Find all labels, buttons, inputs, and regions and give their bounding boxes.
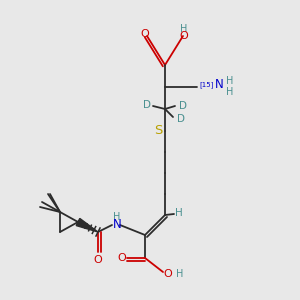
Text: H: H [113,212,121,222]
Text: O: O [180,31,188,41]
Text: S: S [154,124,162,137]
Text: D: D [177,114,185,124]
Text: N: N [112,218,122,232]
Text: D: D [179,101,187,111]
Text: N: N [215,79,224,92]
Text: O: O [164,269,172,279]
Text: H: H [180,24,188,34]
Text: H: H [226,87,233,97]
Text: H: H [176,269,184,279]
Text: [15]: [15] [199,82,213,88]
Text: D: D [143,100,151,110]
Polygon shape [76,218,98,232]
Text: O: O [118,253,126,263]
Text: H: H [226,76,233,86]
Text: O: O [94,255,102,265]
Text: O: O [141,29,149,39]
Text: H: H [175,208,183,218]
